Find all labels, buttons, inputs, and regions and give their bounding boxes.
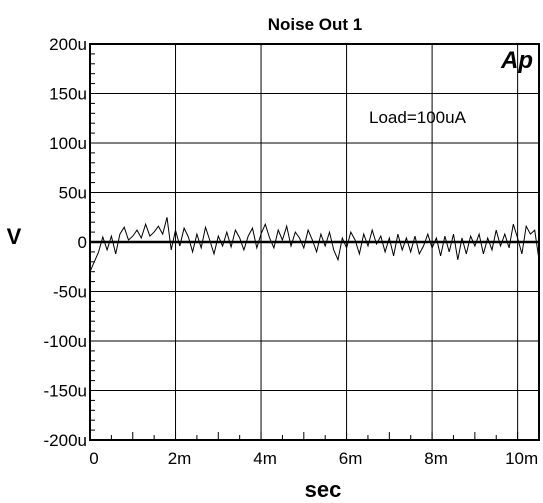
x-tick-label: 2m bbox=[168, 449, 192, 468]
y-tick-label: -50u bbox=[53, 283, 87, 302]
y-tick-label: -100u bbox=[44, 332, 87, 351]
load-annotation: Load=100uA bbox=[369, 108, 467, 127]
plot-frame bbox=[89, 43, 540, 441]
x-tick-label: 4m bbox=[253, 449, 277, 468]
y-tick-label: 50u bbox=[59, 184, 87, 203]
minor-ticks bbox=[89, 43, 540, 441]
chart-title: Noise Out 1 bbox=[268, 15, 362, 34]
y-tick-label: 150u bbox=[49, 85, 87, 104]
y-tick-labels: 200u 150u 100u 50u 0 -50u -100u -150u -200u bbox=[44, 35, 87, 450]
y-axis-label: V bbox=[7, 224, 22, 249]
ap-logo: Ap bbox=[500, 47, 533, 74]
noise-trace bbox=[89, 217, 540, 272]
x-tick-label: 0 bbox=[89, 449, 98, 468]
y-tick-label: 0 bbox=[78, 233, 87, 252]
x-axis-label: sec bbox=[305, 477, 342, 502]
x-tick-label: 8m bbox=[424, 449, 448, 468]
y-tick-label: -200u bbox=[44, 431, 87, 450]
y-tick-label: 100u bbox=[49, 134, 87, 153]
x-tick-label: 10m bbox=[505, 449, 538, 468]
y-tick-label: -150u bbox=[44, 382, 87, 401]
x-tick-labels: 0 2m 4m 6m 8m 10m bbox=[89, 449, 538, 468]
y-tick-label: 200u bbox=[49, 35, 87, 54]
x-tick-label: 6m bbox=[339, 449, 363, 468]
